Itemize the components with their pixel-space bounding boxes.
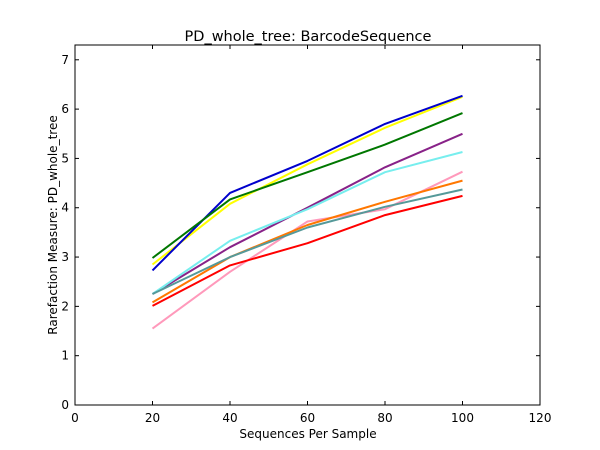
y-tick-label: 3 [61,250,69,264]
series-line-4 [151,132,463,295]
y-tick-label: 7 [61,53,69,67]
x-axis-label: Sequences Per Sample [239,427,376,441]
series-line-8 [152,188,463,295]
y-tick-label: 4 [61,201,69,215]
series-line-3 [151,112,463,259]
series-line-9 [152,194,463,307]
plot-area: 0 20 40 60 80 100 120 0 1 2 3 4 5 6 7 [61,44,552,425]
chart-title: PD_whole_tree: BarcodeSequence [185,29,432,45]
x-tick-label: 60 [300,411,315,425]
y-tick-label: 0 [61,398,69,412]
x-tick-label: 0 [71,411,79,425]
y-axis-label: Rarefaction Measure: PD_whole_tree [46,115,60,334]
series-line-7 [151,179,463,304]
series-line-5 [151,151,463,295]
y-tick-label: 6 [61,102,69,116]
y-tick-label: 2 [61,299,69,313]
y-tick-label: 1 [61,349,69,363]
series-line-6 [151,170,463,330]
x-tick-label: 20 [145,411,160,425]
x-tick-label: 100 [451,411,474,425]
x-tick-label: 80 [377,411,392,425]
x-tick-label: 40 [222,411,237,425]
y-tick-label: 5 [61,151,69,165]
series-line-1 [151,95,463,266]
x-tick-label: 120 [529,411,552,425]
